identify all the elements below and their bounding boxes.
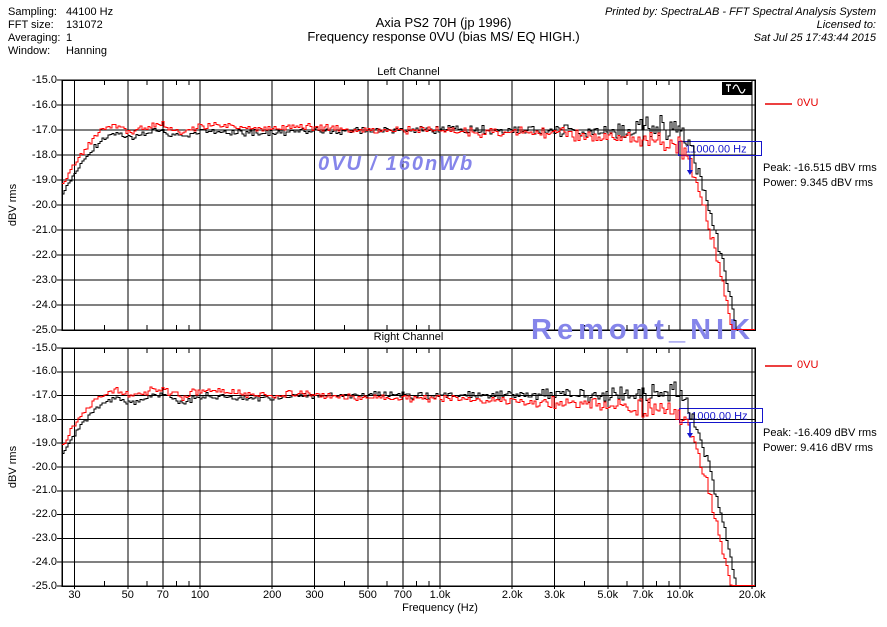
- y-tick-label: -21.0: [31, 223, 57, 236]
- y-tick-label: -20.0: [31, 460, 57, 473]
- x-tick-label: 1.0k: [429, 589, 451, 601]
- y-tick-label: -21.0: [31, 484, 57, 497]
- x-tick-label: 100: [190, 589, 210, 601]
- x-tick-label: 20.0k: [738, 589, 766, 601]
- x-tick-label: 10.0k: [666, 589, 694, 601]
- x-tick-label: 30: [68, 589, 81, 601]
- y-tick-label: -23.0: [31, 531, 57, 544]
- printed-by: Printed by: SpectraLAB - FFT Spectral An…: [604, 6, 876, 18]
- right-legend-label: 0VU: [797, 359, 819, 371]
- y-tick-label: -22.0: [31, 248, 57, 261]
- left-legend-label: 0VU: [797, 97, 819, 109]
- left-peak-readout: Peak: -16.515 dBV rms: [763, 162, 877, 174]
- x-tick-label: 50: [121, 589, 134, 601]
- right-peak-readout: Peak: -16.409 dBV rms: [763, 427, 877, 439]
- sine-wave-icon: [732, 84, 746, 94]
- y-tick-label: -16.0: [31, 98, 57, 111]
- info-value: Hanning: [66, 45, 107, 57]
- trace-reference-black: [62, 114, 755, 330]
- y-tick-label: -15.0: [31, 73, 57, 86]
- info-value: 44100 Hz: [66, 6, 114, 18]
- cursor-marker-arrow-icon: [686, 170, 693, 175]
- y-tick-label: -25.0: [31, 323, 57, 336]
- x-tick-label: 300: [305, 589, 324, 601]
- x-tick-label: 7.0k: [632, 589, 654, 601]
- info-label: Window:: [8, 45, 51, 57]
- y-tick-label: -18.0: [31, 148, 57, 161]
- plot-frame: [61, 79, 756, 331]
- info-row: Window: Hanning: [8, 45, 113, 58]
- y-tick-label: -20.0: [31, 198, 57, 211]
- y-tick-label: -22.0: [31, 508, 57, 521]
- x-tick-label: 500: [358, 589, 377, 601]
- y-tick-label: -17.0: [31, 123, 57, 136]
- info-row: FFT size: 131072: [8, 19, 113, 32]
- y-tick-label: -19.0: [31, 173, 57, 186]
- info-value: 1: [66, 32, 73, 44]
- info-label: Sampling:: [8, 6, 57, 18]
- x-tick-label: 3.0k: [544, 589, 565, 601]
- left-channel-title: Left Channel: [377, 66, 440, 78]
- trace-reference-black: [62, 381, 755, 586]
- info-label: Averaging:: [8, 32, 61, 44]
- x-tick-label: 700: [393, 589, 412, 601]
- right-channel-title: Right Channel: [373, 331, 444, 343]
- licensed-to: Licensed to:: [816, 19, 876, 31]
- cursor-marker-arrow-icon: [686, 433, 693, 438]
- watermark-remont-nik: Remont_NIK: [531, 314, 755, 346]
- page-subtitle: Frequency response 0VU (bias MS/ EQ HIGH…: [307, 29, 580, 44]
- trace-0vu-red: [62, 386, 755, 586]
- x-tick-label: 70: [156, 589, 169, 601]
- x-tick-label: 200: [263, 589, 282, 601]
- cursor-readout-text: 11000.00 Hz: [685, 144, 747, 156]
- analysis-settings: Sampling: 44100 Hz FFT size: 131072 Averagin…: [8, 6, 113, 58]
- page-title: Axia PS2 70H (jp 1996): [375, 15, 512, 30]
- y-tick-label: -17.0: [31, 389, 57, 402]
- x-tick-label: 2.0k: [501, 589, 523, 601]
- y-tick-label: -16.0: [31, 365, 57, 378]
- trace-0vu-red: [62, 120, 755, 330]
- overlay-button[interactable]: [722, 82, 752, 95]
- right-power-readout: Power: 9.416 dBV rms: [763, 442, 874, 454]
- cursor-readout-text: 11000.00 Hz: [686, 411, 748, 423]
- frequency-axis-label: Frequency (Hz): [402, 602, 478, 614]
- y-tick-label: -24.0: [31, 555, 57, 568]
- print-info: Printed by: SpectraLAB - FFT Spectral An…: [605, 6, 876, 45]
- info-label: FFT size:: [8, 19, 54, 31]
- y-tick-label: -25.0: [31, 579, 57, 592]
- y-tick-label: -24.0: [31, 298, 57, 311]
- info-row: Sampling: 44100 Hz: [8, 6, 113, 19]
- title-block: Axia PS2 70H (jp 1996) Frequency respons…: [0, 16, 887, 44]
- left-power-readout: Power: 9.345 dBV rms: [763, 177, 874, 189]
- x-tick-label: 5.0k: [597, 589, 619, 601]
- info-row: Averaging: 1: [8, 32, 113, 45]
- watermark-0vu-160nwb: 0VU / 160nWb: [318, 153, 474, 175]
- plot-frame: [61, 347, 756, 587]
- y-tick-label: -23.0: [31, 273, 57, 286]
- y-tick-label: -19.0: [31, 436, 57, 449]
- info-value: 131072: [66, 19, 103, 31]
- y-tick-label: -15.0: [31, 341, 57, 354]
- print-datetime: Sat Jul 25 17:43:44 2015: [753, 32, 876, 44]
- y-tick-label: -18.0: [31, 412, 57, 425]
